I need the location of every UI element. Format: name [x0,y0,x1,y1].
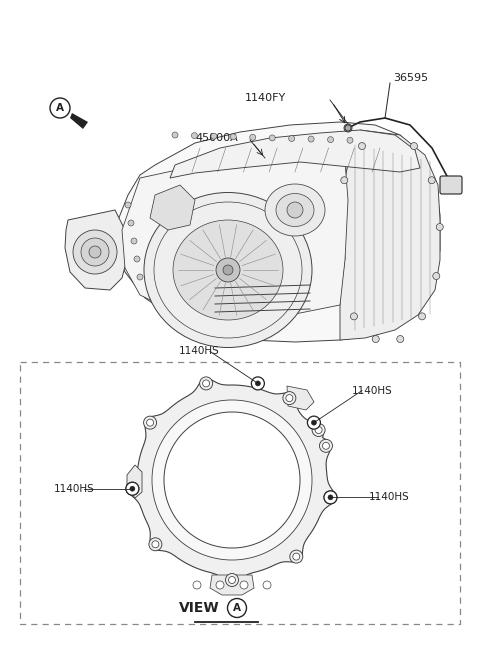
Text: 1140HS: 1140HS [369,493,409,502]
Circle shape [308,136,314,142]
Circle shape [89,246,101,258]
Circle shape [288,136,295,142]
FancyBboxPatch shape [440,176,462,194]
Circle shape [436,224,443,230]
Circle shape [287,202,303,218]
Ellipse shape [173,220,283,320]
Polygon shape [115,122,440,342]
Circle shape [223,265,233,275]
Ellipse shape [144,192,312,348]
Circle shape [137,274,143,280]
Circle shape [323,442,329,449]
Circle shape [324,491,337,504]
Circle shape [228,598,247,617]
Circle shape [328,495,333,500]
Circle shape [312,420,316,425]
Circle shape [228,577,236,583]
Circle shape [230,134,236,140]
Circle shape [152,541,159,548]
Circle shape [172,132,178,138]
Circle shape [252,377,264,390]
Circle shape [126,482,139,495]
Circle shape [126,482,139,495]
Circle shape [203,380,210,387]
Circle shape [433,272,440,279]
Circle shape [200,377,213,390]
Circle shape [193,581,201,589]
Text: A: A [233,603,241,613]
Circle shape [312,424,325,436]
Circle shape [128,220,134,226]
Polygon shape [152,400,312,560]
Circle shape [192,133,197,138]
Circle shape [372,335,379,342]
Polygon shape [210,575,254,595]
Polygon shape [150,185,195,230]
Circle shape [341,176,348,184]
Circle shape [419,313,426,320]
Polygon shape [70,113,88,129]
Circle shape [125,202,131,208]
Circle shape [149,538,162,551]
Circle shape [397,335,404,342]
Ellipse shape [265,184,325,236]
Circle shape [263,581,271,589]
Circle shape [293,553,300,560]
Polygon shape [287,386,314,410]
Circle shape [359,142,365,150]
Circle shape [134,256,140,262]
Circle shape [216,258,240,282]
Polygon shape [122,158,348,320]
Circle shape [283,392,296,405]
Circle shape [130,486,135,491]
Circle shape [327,494,334,501]
Circle shape [211,133,217,139]
Ellipse shape [276,194,314,226]
Circle shape [144,416,156,429]
Circle shape [286,395,293,401]
Text: 1140HS: 1140HS [179,346,220,356]
Text: VIEW: VIEW [180,601,220,615]
Polygon shape [127,379,336,585]
Polygon shape [65,210,128,290]
Circle shape [250,134,256,140]
Bar [20,362,460,624]
Circle shape [290,550,303,563]
Circle shape [50,98,70,118]
Circle shape [131,238,137,244]
Polygon shape [127,465,142,498]
Text: 1140HS: 1140HS [352,386,393,396]
Text: 1140FY: 1140FY [245,93,286,103]
Circle shape [320,440,333,452]
Ellipse shape [154,202,302,338]
Polygon shape [164,412,300,548]
Circle shape [345,125,351,131]
Circle shape [73,230,117,274]
Polygon shape [340,130,440,340]
Circle shape [226,573,239,586]
Polygon shape [170,130,420,178]
Text: 36595: 36595 [393,73,428,83]
Circle shape [307,416,321,429]
Circle shape [327,136,334,142]
Circle shape [428,176,435,184]
Circle shape [344,124,352,132]
Circle shape [81,238,109,266]
Circle shape [315,426,322,434]
Circle shape [146,419,154,426]
Text: 45000A: 45000A [195,133,238,143]
Circle shape [324,491,337,504]
Circle shape [350,313,358,320]
Circle shape [129,485,136,492]
Circle shape [255,381,260,386]
Text: 1140HS: 1140HS [54,483,95,494]
Circle shape [269,135,275,141]
Circle shape [216,581,224,589]
Text: A: A [56,103,64,113]
Circle shape [347,137,353,143]
Circle shape [240,581,248,589]
Circle shape [410,142,418,150]
